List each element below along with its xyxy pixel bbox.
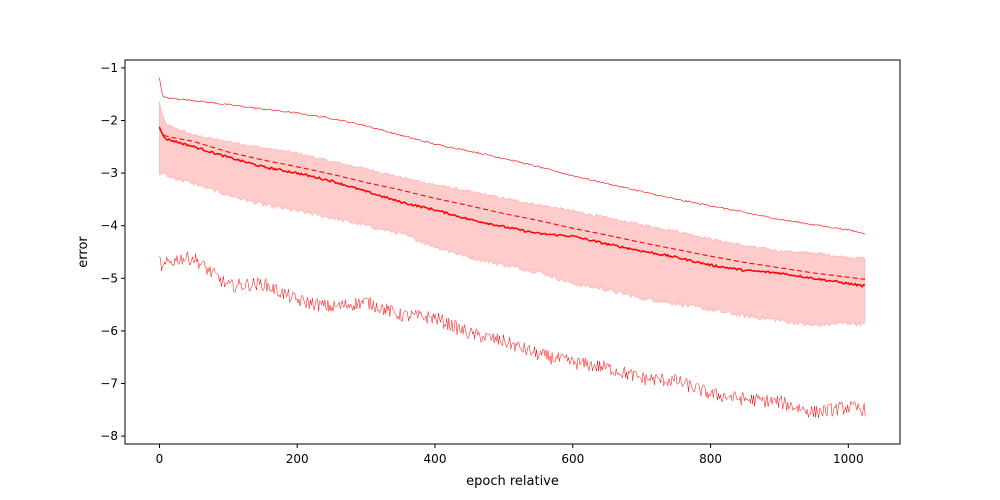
x-axis-label: epoch relative: [466, 474, 559, 489]
y-tick-label: −2: [100, 113, 118, 127]
y-tick-label: −6: [100, 324, 118, 338]
y-tick-label: −7: [100, 377, 118, 391]
y-axis-label: error: [76, 236, 91, 268]
x-tick-label: 1000: [833, 452, 864, 466]
y-tick-label: −8: [100, 429, 118, 443]
y-tick-label: −5: [100, 271, 118, 285]
x-tick-label: 800: [699, 452, 722, 466]
axes-frame: [124, 59, 901, 445]
series-line-min: [159, 251, 866, 419]
x-tick-label: 200: [286, 452, 309, 466]
band-area: [159, 101, 866, 328]
y-tick-label: −3: [100, 166, 118, 180]
axis-ticks: 0 200 400 600 800 1000 −8 −7 −6 −5 −4 −3 −2 −1: [100, 61, 863, 466]
series-line-max: [159, 77, 865, 235]
x-tick-label: 400: [424, 452, 447, 466]
y-tick-label: −1: [100, 61, 118, 75]
y-tick-label: −4: [100, 219, 118, 233]
series-line-median: [158, 126, 866, 288]
x-tick-label: 0: [156, 452, 164, 466]
series-line-mean: [158, 128, 865, 280]
plot-area: [158, 77, 866, 419]
x-tick-label: 600: [561, 452, 584, 466]
